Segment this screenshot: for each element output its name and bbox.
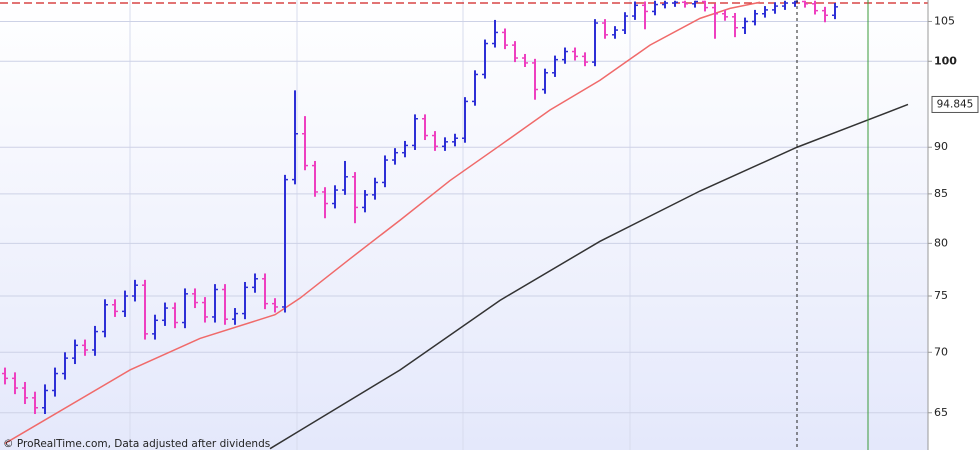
y-axis: 65 70 75 80 85 90 100 105 94.845	[928, 14, 979, 419]
last-value-box	[931, 95, 979, 113]
plot	[0, 0, 928, 450]
footnote: © ProRealTime.com, Data adjusted after d…	[3, 438, 270, 450]
y-tick-label: 85	[934, 187, 948, 200]
grid	[0, 20, 928, 414]
y-tick-label: 70	[934, 345, 948, 358]
vertical-grid	[129, 0, 631, 450]
y-tick-label: 90	[934, 140, 948, 153]
y-tick-label: 80	[934, 236, 948, 249]
plot-background	[0, 0, 928, 450]
last-value-label: 94.845	[937, 98, 974, 110]
y-tick-label: 100	[934, 54, 957, 67]
y-tick-label: 105	[934, 14, 955, 27]
axis-background	[928, 0, 980, 450]
moving-average	[269, 103, 909, 450]
y-tick-label: 75	[934, 289, 948, 302]
y-tick-label: 65	[934, 406, 948, 419]
moving-average	[4, 1, 761, 445]
